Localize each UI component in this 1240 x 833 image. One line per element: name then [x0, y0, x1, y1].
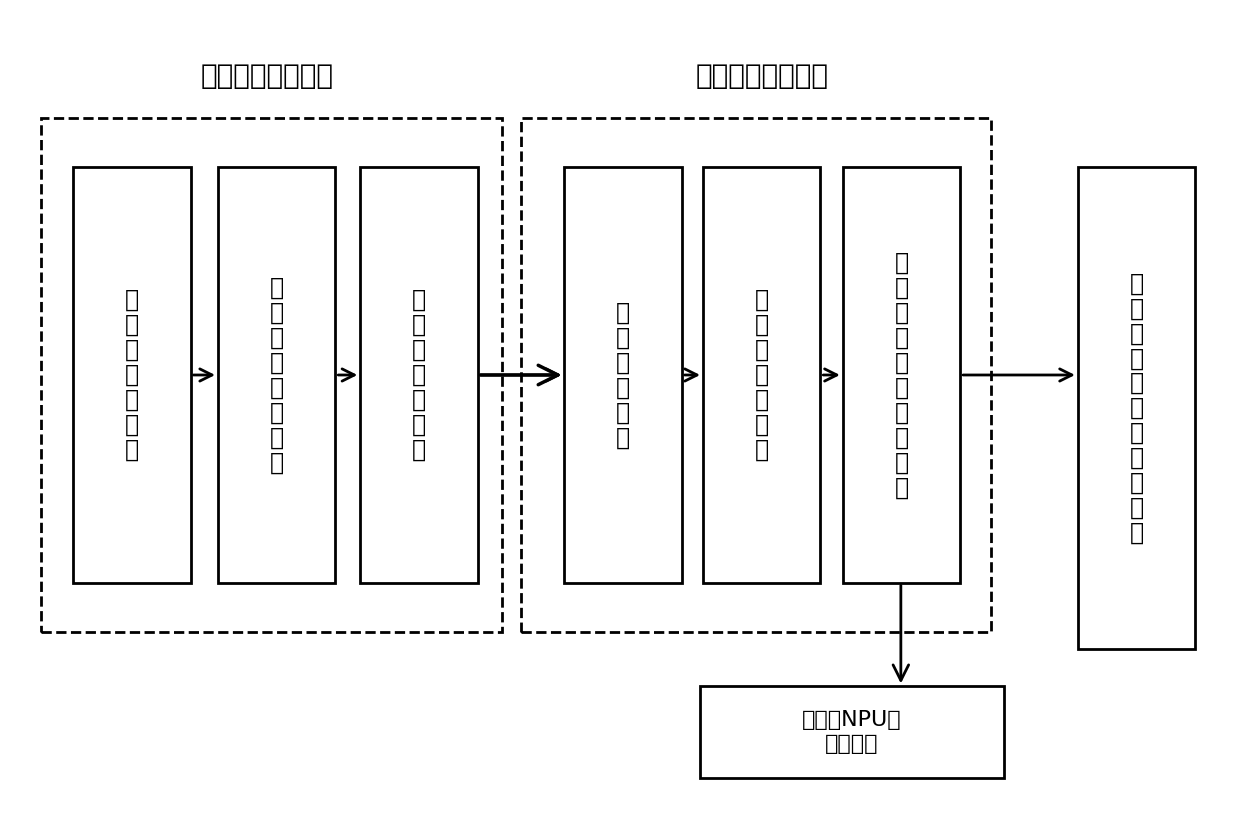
Bar — [218, 167, 336, 582]
Text: 深
度
网
络
给
出
判
断
结
果: 深 度 网 络 给 出 判 断 结 果 — [894, 251, 909, 499]
Text: 临
床
采
样
针
采
集: 临 床 采 样 针 采 集 — [125, 288, 139, 461]
Text: 可
供
检
测
的
图
像: 可 供 检 测 的 图 像 — [412, 288, 427, 461]
Bar — [360, 167, 477, 582]
Text: 数据处理判断模块: 数据处理判断模块 — [696, 62, 828, 90]
Bar — [701, 686, 1003, 778]
Text: 数据采集生成模块: 数据采集生成模块 — [201, 62, 334, 90]
Bar — [73, 167, 191, 582]
Text: 集成了NPU的
硬件平台: 集成了NPU的 硬件平台 — [802, 711, 901, 754]
Text: 滑
动
窗
口
截
取: 滑 动 窗 口 截 取 — [616, 301, 630, 449]
Bar — [703, 167, 821, 582]
Text: 截
取
得
到
的
图
像: 截 取 得 到 的 图 像 — [755, 288, 769, 461]
Bar — [1078, 167, 1195, 649]
Bar — [41, 117, 502, 632]
Text: 荧
光
染
色
处
理
成
像: 荧 光 染 色 处 理 成 像 — [269, 276, 284, 474]
Bar — [521, 117, 991, 632]
Text: 合
成
图
中
标
记
出
检
测
结
果: 合 成 图 中 标 记 出 检 测 结 果 — [1130, 272, 1143, 545]
Bar — [564, 167, 682, 582]
Bar — [843, 167, 960, 582]
